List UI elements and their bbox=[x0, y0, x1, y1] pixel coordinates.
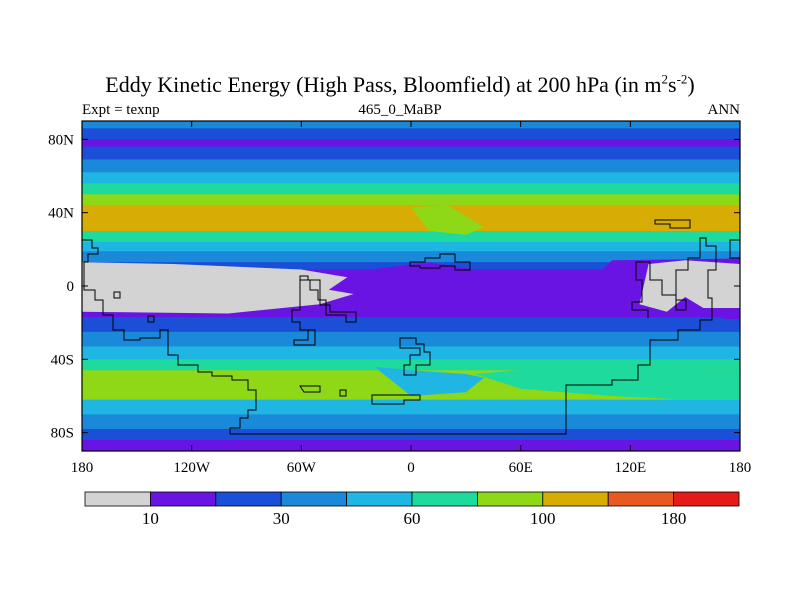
band-10 bbox=[82, 242, 740, 252]
x-tick-label-0: 180 bbox=[71, 460, 94, 476]
band-9 bbox=[82, 231, 740, 243]
coastline-africa bbox=[291, 275, 357, 346]
coastline-europe bbox=[409, 253, 471, 271]
chart-title: Eddy Kinetic Energy (High Pass, Bloomfie… bbox=[0, 72, 800, 98]
x-tick-label-5: 120E bbox=[614, 460, 646, 476]
x-tick-label-2: 60W bbox=[287, 460, 317, 476]
coastline-small-island bbox=[113, 291, 155, 323]
coastline-overlay bbox=[82, 219, 740, 435]
title-unit-s: s bbox=[668, 72, 677, 97]
colorbar-bin-1 bbox=[149, 491, 217, 507]
colorbar-bin-7 bbox=[542, 491, 609, 507]
ke-field bbox=[82, 121, 740, 451]
colorbar-bin-5 bbox=[411, 491, 478, 507]
title-superscript-1: 2 bbox=[661, 71, 669, 87]
y-axis: 80N 40N 0 40S 80S bbox=[48, 132, 740, 442]
band-15 bbox=[82, 331, 740, 348]
y-tick-label-0: 80N bbox=[48, 132, 74, 148]
band-3 bbox=[82, 146, 740, 161]
band-2 bbox=[82, 139, 740, 148]
region-southern-jet-east bbox=[475, 366, 740, 400]
band-14 bbox=[82, 317, 740, 333]
colorbar-bin-4 bbox=[346, 491, 413, 507]
season-label: ANN bbox=[707, 102, 741, 118]
band-4 bbox=[82, 159, 740, 173]
y-tick-label-3: 40S bbox=[51, 352, 74, 368]
coastline-west-pacific bbox=[729, 239, 740, 259]
region-southern-jet-spot bbox=[171, 372, 183, 376]
x-axis: 180 120W 60W 0 60E 120E 180 bbox=[71, 121, 752, 476]
colorbar-label-1: 30 bbox=[273, 509, 290, 528]
x-tick-label-6: 180 bbox=[729, 460, 752, 476]
band-16 bbox=[82, 346, 740, 360]
colorbar-label-3: 100 bbox=[530, 509, 556, 528]
band-21 bbox=[82, 429, 740, 441]
title-close-paren: ) bbox=[687, 72, 695, 97]
region-central-weak bbox=[328, 262, 485, 308]
region-atlantic-jet-gap bbox=[411, 205, 485, 235]
band-7 bbox=[82, 194, 740, 206]
experiment-label: Expt = texnp bbox=[82, 102, 160, 118]
y-tick-label-2: 0 bbox=[67, 279, 75, 295]
colorbar-bin-6 bbox=[476, 491, 544, 507]
coastline-americas bbox=[82, 237, 717, 435]
coastline-india bbox=[399, 337, 431, 376]
region-pacific-minimum bbox=[82, 262, 357, 314]
band-1 bbox=[82, 128, 740, 140]
subtitle: 465_0_MaBP bbox=[358, 102, 442, 118]
x-tick-label-3: 0 bbox=[407, 460, 415, 476]
title-text: Eddy Kinetic Energy (High Pass, Bloomfie… bbox=[105, 72, 662, 97]
region-west-pacific-minimum bbox=[639, 260, 740, 312]
colorbar-bin-9 bbox=[673, 491, 740, 507]
colorbar-bin-0 bbox=[84, 491, 151, 507]
band-20 bbox=[82, 414, 740, 430]
colorbar-label-0: 10 bbox=[142, 509, 159, 528]
colorbar: 10 30 60 100 180 bbox=[84, 491, 740, 528]
x-tick-label-1: 120W bbox=[173, 460, 211, 476]
coastline-island-chain bbox=[299, 385, 421, 405]
title-superscript-2: -2 bbox=[676, 71, 688, 87]
band-5 bbox=[82, 172, 740, 184]
x-tick-label-4: 60E bbox=[509, 460, 533, 476]
band-11 bbox=[82, 251, 740, 263]
band-8 bbox=[82, 205, 740, 232]
band-17 bbox=[82, 359, 740, 371]
colorbar-label-4: 180 bbox=[661, 509, 687, 528]
coastline-east-asia bbox=[654, 219, 691, 229]
band-19 bbox=[82, 399, 740, 415]
y-tick-label-1: 40N bbox=[48, 206, 74, 222]
colorbar-bin-8 bbox=[607, 491, 675, 507]
y-tick-label-4: 80S bbox=[51, 426, 74, 442]
band-6 bbox=[82, 183, 740, 195]
colorbar-bin-3 bbox=[280, 491, 348, 507]
colorbar-label-2: 60 bbox=[404, 509, 421, 528]
colorbar-bin-2 bbox=[215, 491, 282, 507]
region-southern-jet-center bbox=[374, 366, 485, 396]
